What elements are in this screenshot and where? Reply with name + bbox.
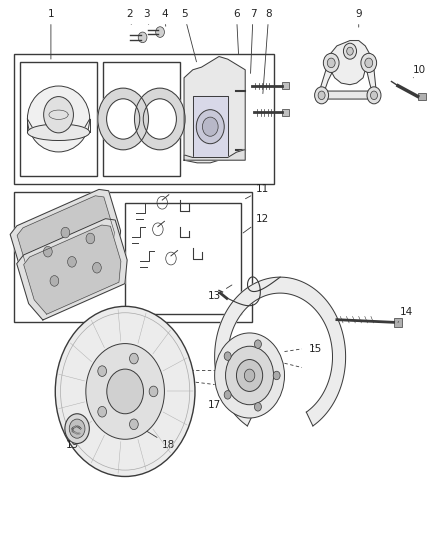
Circle shape [237, 360, 263, 391]
Circle shape [202, 117, 218, 136]
Text: 12: 12 [243, 214, 269, 233]
Circle shape [98, 407, 106, 417]
Circle shape [371, 91, 378, 100]
Ellipse shape [28, 86, 90, 152]
Circle shape [69, 419, 85, 438]
FancyBboxPatch shape [394, 318, 403, 327]
Circle shape [215, 333, 285, 418]
Text: 16: 16 [252, 368, 265, 383]
Text: 17: 17 [208, 388, 232, 410]
Text: 9: 9 [355, 9, 362, 27]
Circle shape [50, 276, 59, 286]
Bar [103, 62, 180, 176]
Polygon shape [184, 150, 245, 160]
Polygon shape [24, 225, 121, 314]
FancyBboxPatch shape [283, 109, 289, 116]
Circle shape [318, 91, 325, 100]
Polygon shape [10, 189, 120, 290]
Polygon shape [367, 56, 376, 99]
Circle shape [347, 47, 353, 55]
Circle shape [155, 27, 164, 37]
Bar [14, 54, 274, 184]
Circle shape [254, 340, 261, 349]
Text: 7: 7 [250, 9, 256, 74]
Polygon shape [17, 196, 114, 285]
Polygon shape [98, 88, 148, 150]
Polygon shape [330, 41, 370, 85]
Text: 8: 8 [263, 9, 272, 94]
Circle shape [86, 344, 164, 439]
Circle shape [130, 353, 138, 364]
Circle shape [244, 369, 255, 382]
Circle shape [224, 391, 231, 399]
Circle shape [65, 414, 89, 443]
Circle shape [67, 256, 76, 267]
Bar [20, 62, 97, 176]
Text: 11: 11 [245, 184, 269, 199]
Polygon shape [184, 56, 245, 163]
FancyBboxPatch shape [418, 93, 426, 100]
Circle shape [138, 32, 147, 43]
Text: 2: 2 [126, 9, 133, 25]
Circle shape [367, 87, 381, 104]
Circle shape [233, 146, 240, 154]
Text: 1: 1 [48, 9, 54, 59]
Text: 18: 18 [145, 430, 175, 450]
Ellipse shape [44, 96, 74, 133]
Circle shape [55, 306, 195, 477]
Text: 10: 10 [413, 65, 427, 78]
Circle shape [86, 233, 95, 244]
Circle shape [254, 402, 261, 411]
Text: 4: 4 [161, 9, 168, 26]
Polygon shape [17, 219, 127, 320]
Polygon shape [215, 277, 346, 426]
Circle shape [149, 386, 158, 397]
Text: 13: 13 [208, 285, 232, 301]
Circle shape [365, 58, 373, 68]
Text: 6: 6 [233, 9, 240, 54]
Text: 5: 5 [181, 9, 197, 62]
Circle shape [273, 371, 280, 379]
Circle shape [323, 53, 339, 72]
Text: 3: 3 [144, 9, 150, 25]
Circle shape [343, 43, 357, 59]
Circle shape [43, 246, 52, 257]
Polygon shape [321, 91, 376, 99]
Circle shape [98, 366, 106, 376]
Bar [14, 192, 252, 322]
Circle shape [224, 352, 231, 360]
Circle shape [233, 87, 240, 95]
Circle shape [92, 262, 101, 273]
Circle shape [130, 419, 138, 430]
Text: 19: 19 [66, 434, 79, 450]
Ellipse shape [28, 124, 90, 141]
Circle shape [314, 87, 328, 104]
Bar [125, 203, 241, 314]
Polygon shape [134, 88, 185, 150]
Circle shape [107, 369, 144, 414]
FancyBboxPatch shape [283, 82, 289, 90]
Circle shape [361, 53, 377, 72]
Circle shape [226, 346, 274, 405]
Circle shape [196, 110, 224, 144]
Polygon shape [193, 96, 228, 158]
Circle shape [327, 58, 335, 68]
Circle shape [61, 227, 70, 238]
Polygon shape [319, 56, 335, 99]
Text: 14: 14 [398, 306, 413, 322]
Text: 15: 15 [308, 344, 321, 354]
